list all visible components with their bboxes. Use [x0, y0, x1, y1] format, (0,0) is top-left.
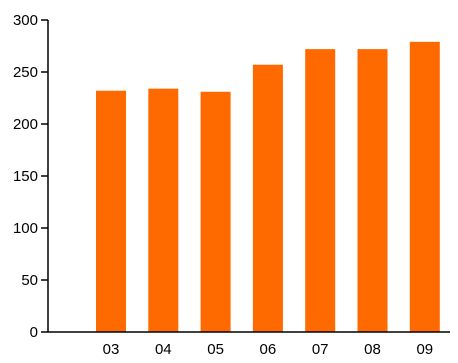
y-tick-label: 150 — [13, 168, 38, 185]
bar-08 — [357, 49, 388, 333]
y-tick-label: 200 — [13, 116, 38, 133]
x-tick-label: 09 — [416, 341, 433, 358]
x-tick-label: 08 — [364, 341, 381, 358]
bar-05 — [200, 91, 231, 332]
bar-09 — [409, 41, 440, 333]
x-tick-label: 03 — [103, 341, 120, 358]
y-tick-label: 50 — [21, 272, 38, 289]
x-tick-label: 07 — [312, 341, 329, 358]
x-tick-label: 06 — [260, 341, 277, 358]
x-tick-label: 05 — [207, 341, 224, 358]
bar-06 — [252, 64, 283, 332]
y-tick-label: 250 — [13, 64, 38, 81]
bar-07 — [305, 49, 336, 333]
bar-03 — [96, 90, 126, 332]
y-axis: 0 50 100 150 200 250 300 — [13, 12, 49, 341]
y-tick-label: 100 — [13, 220, 38, 237]
bar-04 — [148, 88, 179, 332]
y-tick-label: 300 — [13, 12, 38, 29]
x-axis: 03 04 05 06 07 08 09 — [48, 331, 450, 358]
bars — [96, 41, 440, 333]
x-tick-label: 04 — [155, 341, 172, 358]
y-tick-label: 0 — [30, 324, 38, 341]
